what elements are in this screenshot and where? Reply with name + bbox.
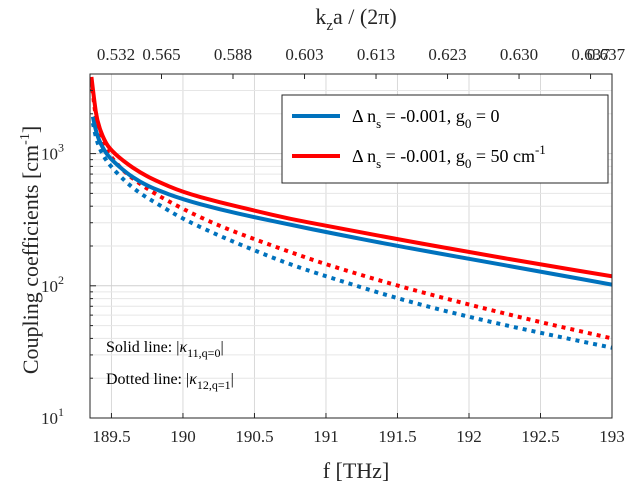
annotation-dotted-sub: 12,q=1 <box>197 378 231 392</box>
annotation-dotted-line: Dotted line: |κ12,q=1| <box>106 371 234 392</box>
legend-entry-1-sub: s <box>376 116 381 131</box>
y-tick-label-base: 10 <box>41 409 58 428</box>
series-line-blue-dotted <box>90 122 612 350</box>
x-tick-label: 191 <box>313 427 339 446</box>
legend-entry-2-sub2: 0 <box>465 156 472 171</box>
legend-entry-1-sub2: 0 <box>465 116 472 131</box>
y-axis-label: Coupling coefficients [cm-1] <box>18 126 43 374</box>
legend-entry-1: Δ ns = -0.001, g0 = 0 <box>352 106 499 131</box>
top-tick-label: 0.630 <box>500 45 538 64</box>
top-tick-label: 0.637 <box>587 45 626 64</box>
annotation-solid-sub: 11,q=0 <box>187 346 220 360</box>
annotation-dotted-kappa: κ <box>189 371 197 388</box>
top-tick-label: 0.588 <box>214 45 252 64</box>
top-tick-label: 0.637 <box>571 45 610 64</box>
y-axis-label-sup: -1 <box>18 133 33 145</box>
legend-entry-2: Δ ns = -0.001, g0 = 50 cm-1 <box>352 142 546 171</box>
x-tick-label: 189.5 <box>92 427 130 446</box>
top-axis-label: kza / (2π) <box>315 4 396 34</box>
series-line-red-solid <box>90 76 612 279</box>
y-tick-label-base: 10 <box>41 145 58 164</box>
top-tick-label: 0.565 <box>142 45 180 64</box>
y-tick-label-exp: 3 <box>58 141 64 155</box>
legend-entry-2-prefix: Δ n <box>352 146 376 166</box>
series-layer <box>90 76 612 350</box>
top-tick-label: 0.613 <box>357 45 395 64</box>
legend-entry-1-tail: = 0 <box>471 106 499 126</box>
x-tick-label: 191.5 <box>378 427 416 446</box>
y-tick-label: 101 <box>41 405 64 428</box>
x-tick-label: 192.5 <box>521 427 559 446</box>
y-tick-label-exp: 2 <box>58 273 64 287</box>
legend-entry-2-sup: -1 <box>535 142 546 157</box>
y-axis-label-close: ] <box>18 126 43 133</box>
x-tick-label: 193 <box>599 427 625 446</box>
tick-labels: 189.5 190 190.5 191 191.5 192 192.5 19310110210… <box>41 45 626 446</box>
legend-box <box>281 94 609 184</box>
y-tick-label: 103 <box>41 141 64 164</box>
x-tick-label: 190 <box>170 427 196 446</box>
top-axis-label-main: k <box>315 4 326 29</box>
x-tick-label: 192 <box>456 427 482 446</box>
y-tick-label-base: 10 <box>41 277 58 296</box>
legend-entry-1-prefix: Δ n <box>352 106 376 126</box>
y-axis-label-main: Coupling coefficients [cm <box>18 145 43 374</box>
annotation-solid-pre: Solid line: | <box>106 339 179 356</box>
top-axis-label-rest: a / (2π) <box>333 4 397 29</box>
top-axis-label-sub: z <box>326 18 333 34</box>
tick-marks <box>89 73 613 419</box>
x-axis-label: f [THz] <box>323 458 390 483</box>
series-line-blue-solid <box>90 116 612 287</box>
legend: Δ ns = -0.001, g0 = 0 Δ ns = -0.001, g0 … <box>281 94 609 184</box>
x-tick-label: 190.5 <box>235 427 273 446</box>
annotation-solid-kappa: κ <box>179 339 187 356</box>
top-tick-label: 0.603 <box>285 45 323 64</box>
y-tick-label-exp: 1 <box>58 405 64 419</box>
y-tick-label: 102 <box>41 273 64 296</box>
series-line-red-dotted <box>90 79 612 341</box>
annotation-solid-post: | <box>220 339 223 356</box>
legend-entry-2-text: = -0.001, g <box>381 146 465 166</box>
top-tick-label: 0.532 <box>97 45 135 64</box>
annotation-dotted-post: | <box>231 371 234 388</box>
annotation-dotted-pre: Dotted line: | <box>106 371 189 388</box>
annotation-solid-line: Solid line: |κ11,q=0| <box>106 339 224 360</box>
top-tick-label: 0.623 <box>428 45 466 64</box>
legend-entry-2-tail: = 50 cm <box>471 146 535 166</box>
legend-entry-1-text: = -0.001, g <box>381 106 465 126</box>
legend-entry-2-sub: s <box>376 156 381 171</box>
